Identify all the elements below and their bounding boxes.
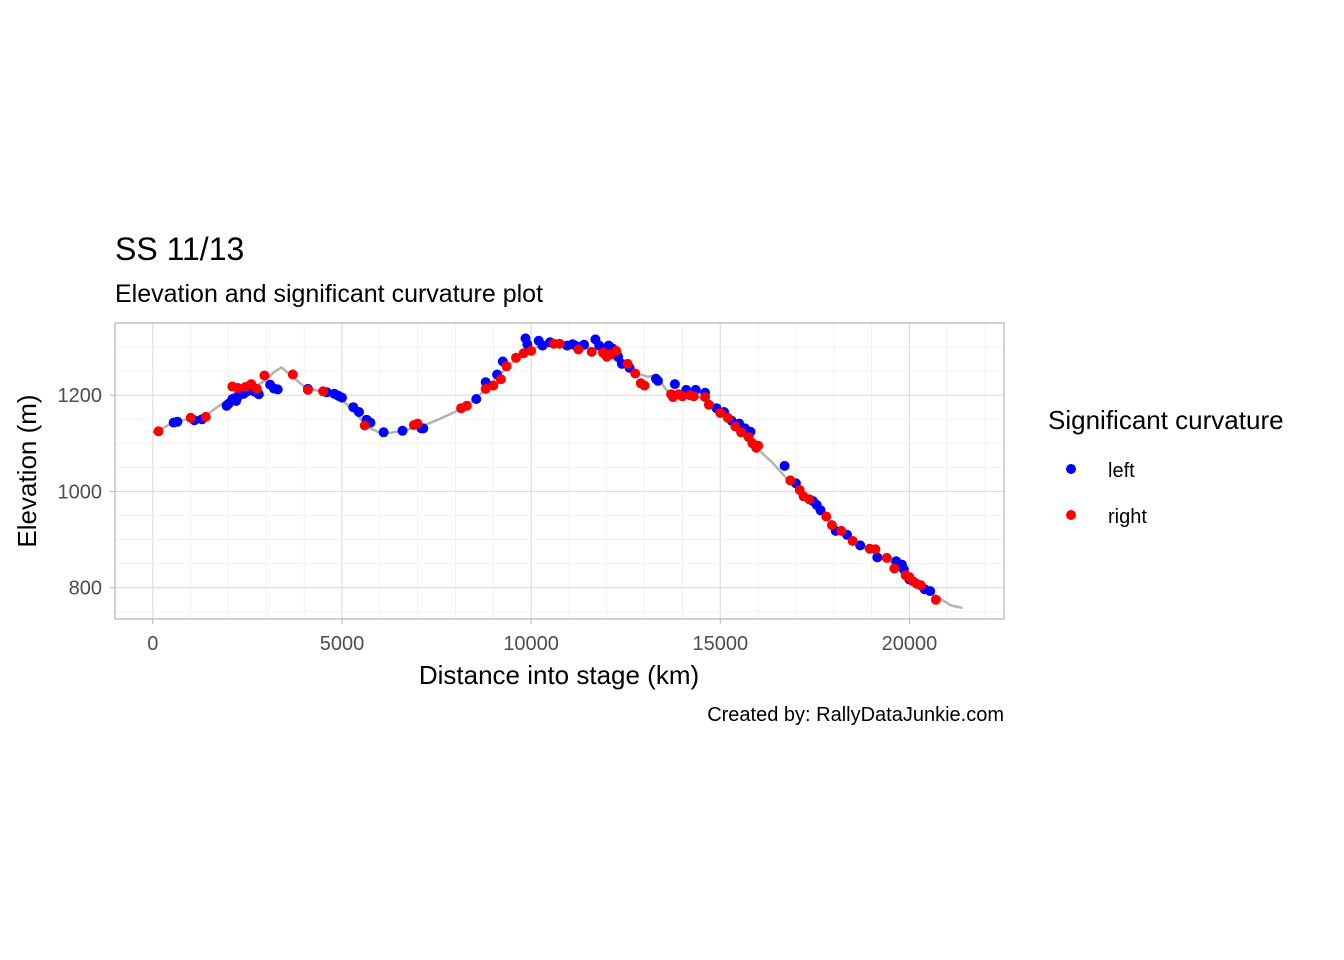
point-right [881,552,892,563]
point-left [272,384,283,395]
point-right [518,348,529,359]
point-right [232,383,243,393]
point-left [779,460,790,471]
plot-panel [114,322,1005,620]
point-right [821,511,832,522]
point-right [287,369,298,380]
point-left [652,375,663,386]
y-axis: 800 1000 1200 [58,385,115,600]
point-right [153,426,164,437]
point-right [677,391,688,402]
legend-right-marker [1066,510,1076,520]
point-right [753,440,764,451]
x-tick-label: 0 [147,633,158,655]
legend-right-label: right [1108,506,1147,528]
point-left [925,586,936,597]
chart-subtitle: Elevation and significant curvature plot [115,280,543,308]
x-axis: 0 5000 10000 15000 20000 [147,619,937,655]
point-right [251,383,262,394]
point-right [688,391,699,402]
point-right [611,345,622,356]
point-right [736,427,747,438]
point-left [669,379,680,390]
point-right [847,536,858,546]
point-right [554,338,565,349]
point-left [354,407,364,417]
point-right [480,383,491,394]
point-right [622,358,633,369]
y-tick-label: 1200 [58,385,103,407]
x-axis-title: Distance into stage (km) [419,660,699,690]
x-tick-label: 10000 [503,633,559,655]
point-right [836,525,847,536]
point-right [200,411,211,422]
x-tick-label: 5000 [320,633,365,655]
point-right [259,370,270,381]
point-right [785,475,796,486]
point-right [722,412,733,423]
point-right [639,380,650,391]
point-right [915,580,926,591]
y-axis-title: Elevation (m) [12,394,42,547]
point-right [185,412,196,423]
x-tick-label: 20000 [882,633,938,655]
point-right [889,563,900,574]
legend-left-label: left [1108,460,1135,482]
point-right [870,544,881,555]
point-right [359,420,370,431]
point-right [804,494,815,505]
point-left [471,394,482,404]
point-right [511,352,521,363]
point-left [855,540,866,551]
point-left [397,425,408,436]
point-right [630,368,641,379]
y-tick-label: 800 [69,578,102,600]
point-left [378,427,389,438]
grid [114,322,1004,619]
point-right [318,386,329,397]
point-right [495,374,506,385]
caption: Created by: RallyDataJunkie.com [707,704,1004,726]
legend: Significant curvature left right [1048,405,1284,528]
point-right [826,520,837,531]
point-right [488,380,499,391]
point-left [537,340,548,351]
point-right [700,392,711,403]
point-right [715,408,726,418]
legend-title: Significant curvature [1048,405,1284,435]
point-left [337,392,347,403]
point-right [573,344,584,355]
curvature-points [153,333,941,605]
legend-left-marker [1066,464,1076,474]
x-tick-label: 15000 [692,633,748,655]
point-right [501,361,512,372]
point-right [461,400,472,411]
plot-border [114,322,1005,620]
point-right [586,346,597,357]
point-right [526,345,537,356]
point-left [172,416,183,427]
point-right [302,384,313,395]
point-left [872,552,883,563]
point-right [412,418,423,429]
point-right [930,594,941,605]
y-tick-label: 1000 [58,481,103,503]
point-right [703,399,714,410]
chart-title: SS 11/13 [115,231,244,267]
